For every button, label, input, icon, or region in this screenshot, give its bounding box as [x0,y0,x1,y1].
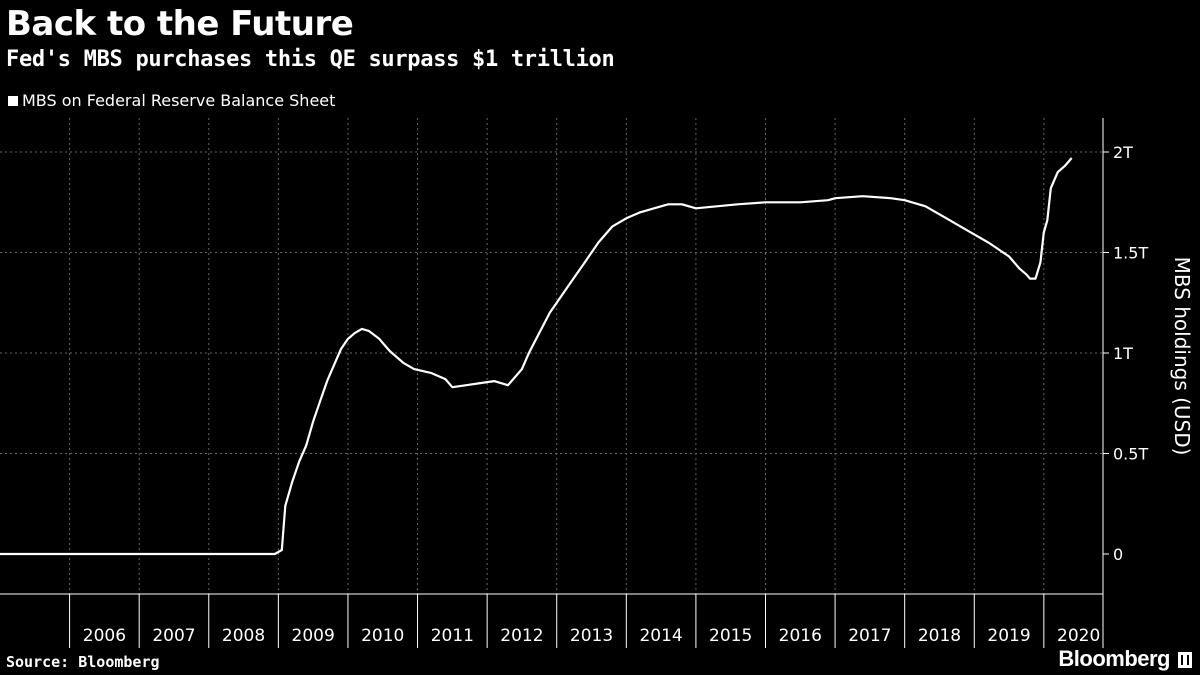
chart-subtitle: Fed's MBS purchases this QE surpass $1 t… [6,47,615,72]
x-tick-label: 2007 [152,626,195,646]
legend-label: MBS on Federal Reserve Balance Sheet [22,91,336,110]
y-tick-label: 0 [1113,545,1123,564]
brand-logo: Bloomberg [1058,646,1170,671]
x-tick-label: 2015 [709,626,752,646]
x-tick-label: 2018 [918,626,961,646]
y-tick-label: 1T [1113,344,1133,363]
series-line-mbs [0,157,1073,556]
x-tick-label: 2012 [500,626,543,646]
source-note: Source: Bloomberg [6,653,160,671]
legend-swatch [8,95,18,106]
y-axis-title: MBS holdings (USD) [1170,257,1194,456]
x-tick-label: 2016 [779,626,822,646]
chart-title: Back to the Future [6,4,354,44]
y-tick-label: 0.5T [1113,445,1148,464]
x-tick-label: 2011 [431,626,474,646]
x-tick-label: 2013 [570,626,613,646]
bloomberg-terminal-icon [1178,652,1192,668]
x-tick-label: 2006 [83,626,126,646]
x-tick-label: 2010 [361,626,404,646]
x-tick-label: 2019 [987,626,1030,646]
y-tick-label: 2T [1113,143,1133,162]
x-tick-label: 2020 [1057,626,1100,646]
x-tick-label: 2009 [292,626,335,646]
x-tick-label: 2017 [848,626,891,646]
x-tick-label: 2008 [222,626,265,646]
x-tick-label: 2014 [639,626,682,646]
legend: MBS on Federal Reserve Balance Sheet [8,91,335,110]
y-tick-label: 1.5T [1113,244,1148,263]
